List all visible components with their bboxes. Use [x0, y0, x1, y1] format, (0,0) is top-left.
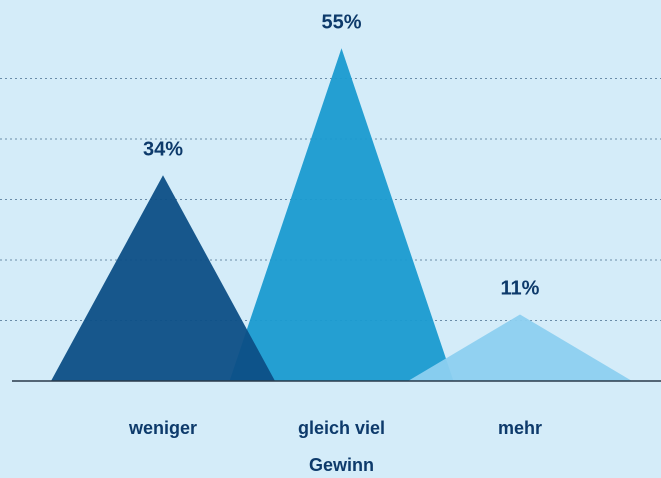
value-label: 11%	[501, 277, 540, 299]
x-tick-label: mehr	[497, 418, 542, 438]
x-tick-label: gleich viel Gewinn	[297, 418, 386, 475]
peak	[51, 175, 275, 381]
value-label: 34%	[143, 138, 183, 160]
value-label: 55%	[321, 11, 361, 33]
peak	[408, 314, 632, 381]
peak	[229, 48, 454, 381]
x-tick-label: weniger	[128, 418, 198, 438]
